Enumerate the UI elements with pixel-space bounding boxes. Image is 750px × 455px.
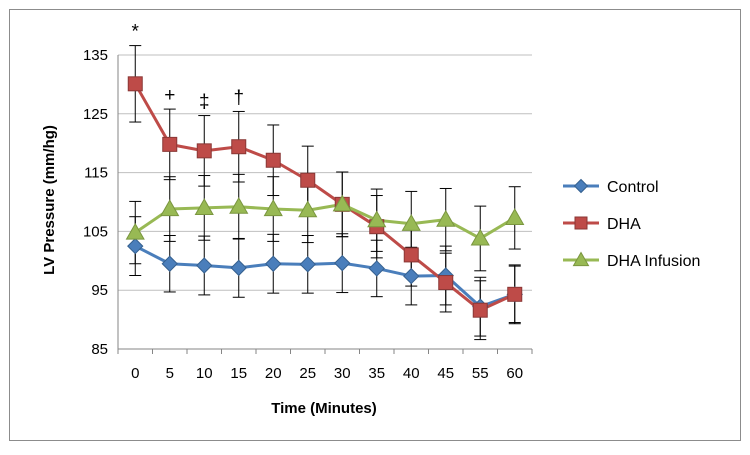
data-point-dha-infusion — [298, 200, 318, 218]
significance-marker: * — [132, 22, 140, 43]
data-point-dha — [127, 76, 143, 92]
data-point-control — [230, 259, 247, 277]
data-point-dha — [265, 152, 281, 168]
data-point-control — [368, 260, 385, 277]
series-markers — [125, 76, 525, 318]
legend-marker-dha — [574, 216, 588, 230]
legend-label-control: Control — [607, 179, 659, 196]
legend-marker-control — [573, 178, 589, 194]
y-tick-label: 105 — [83, 223, 108, 240]
legend: Control DHA DHA Infusion — [563, 178, 700, 270]
data-point-dha-infusion — [229, 196, 249, 214]
data-point-control — [299, 256, 316, 273]
data-point-dha-infusion — [332, 194, 352, 212]
data-point-control — [334, 254, 351, 272]
y-axis-title: LV Pressure (mm/hg) — [41, 125, 58, 275]
legend-label-dha: DHA — [607, 216, 641, 233]
legend-marker-dha-infusion — [572, 251, 590, 267]
data-point-dha — [300, 172, 316, 188]
data-point-dha — [196, 143, 212, 159]
x-tick-label: 35 — [368, 365, 385, 382]
x-tick-label: 15 — [230, 365, 247, 382]
data-point-dha-infusion — [160, 199, 180, 217]
y-tick-label: 95 — [91, 282, 108, 299]
y-tick-label: 115 — [84, 165, 108, 182]
data-point-control — [265, 255, 282, 272]
x-tick-label: 25 — [299, 365, 316, 382]
data-point-control — [403, 267, 420, 285]
data-point-dha — [507, 286, 523, 302]
y-tick-label: 135 — [83, 47, 108, 64]
significance-marker: + — [164, 85, 175, 106]
data-point-dha-infusion — [125, 222, 145, 240]
data-point-dha-infusion — [194, 198, 214, 215]
x-tick-label: 55 — [472, 365, 489, 382]
significance-marker: ‡ — [199, 92, 210, 113]
data-point-dha — [438, 275, 454, 291]
x-tick-label: 40 — [403, 365, 420, 382]
y-tick-label: 125 — [83, 106, 108, 123]
x-tick-label: 5 — [166, 365, 174, 382]
data-point-dha — [231, 139, 247, 155]
data-point-control — [196, 257, 213, 274]
x-tick-label: 60 — [506, 365, 523, 382]
data-point-dha-infusion — [470, 228, 490, 246]
legend-label-dha-infusion: DHA Infusion — [607, 253, 700, 270]
x-tick-label: 20 — [265, 365, 282, 382]
data-point-dha — [403, 247, 419, 263]
data-point-dha — [472, 302, 488, 318]
data-point-control — [127, 237, 144, 255]
x-tick-label: 10 — [196, 365, 213, 382]
data-point-dha — [162, 136, 178, 152]
data-point-dha-infusion — [401, 213, 421, 231]
data-point-dha-infusion — [263, 199, 283, 217]
data-point-dha-infusion — [436, 209, 456, 227]
significance-marker: † — [233, 87, 244, 108]
x-axis-title: Time (Minutes) — [271, 400, 377, 417]
data-point-dha-infusion — [505, 208, 525, 225]
significance-annotations: * + ‡ † — [132, 22, 244, 113]
data-point-dha-infusion — [367, 210, 387, 228]
x-tick-label: 0 — [131, 365, 139, 382]
y-tick-label: 85 — [91, 341, 108, 358]
x-tick-label: 30 — [334, 365, 351, 382]
data-point-control — [161, 255, 178, 272]
axes: 85 95 105 115 125 135 0 5 10 15 20 25 30 35 40 45 55 60 — [83, 47, 533, 382]
x-tick-label: 45 — [437, 365, 454, 382]
